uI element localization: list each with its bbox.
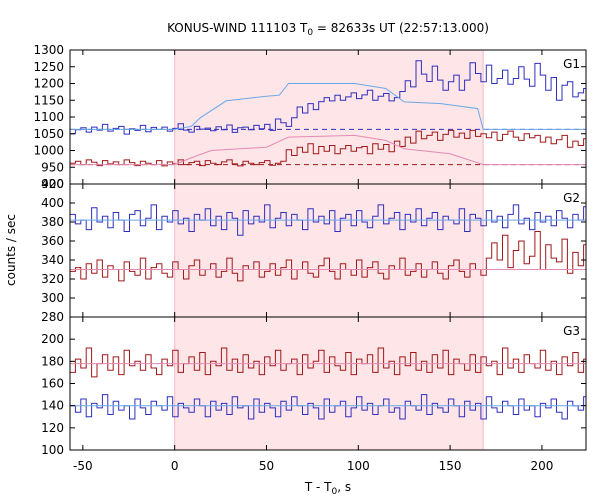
y-tick-label: 1150	[33, 93, 64, 107]
series-blue-histogram	[70, 204, 586, 236]
highlight-interval	[174, 317, 484, 450]
y-tick-label: 1000	[33, 144, 64, 158]
y-tick-label: 900	[41, 177, 64, 191]
x-tick-labels: -50 0 50 100 150 200	[73, 459, 553, 473]
panel-plot-area	[70, 347, 586, 420]
highlight-interval	[174, 184, 484, 317]
chart-title: KONUS-WIND 111103 T0 = 82633s UT (22:57:…	[167, 21, 489, 38]
y-tick-label: 100	[41, 443, 64, 457]
y-tick-label: 340	[41, 253, 64, 267]
x-tick-label: 150	[439, 459, 462, 473]
panel-plot-area	[70, 60, 586, 167]
y-tick-label: 1100	[33, 110, 64, 124]
series-red-histogram	[70, 231, 586, 282]
panel-g2: 280 300 320 340 360 380 400 420 G2	[41, 177, 587, 324]
y-axis-label: counts / sec	[4, 214, 18, 286]
y-tick-label: 180	[41, 354, 64, 368]
series-red-histogram	[70, 129, 586, 167]
panel-g3: 100 120 140 160 180 200 G3	[41, 316, 587, 457]
fit-curve-fit_red	[70, 134, 586, 166]
panel-plot-area	[70, 204, 586, 282]
y-tick-label: 160	[41, 377, 64, 391]
panel-label: G2	[563, 191, 580, 205]
y-tick-label: 360	[41, 234, 64, 248]
panel-label: G3	[563, 324, 580, 338]
y-tick-label: 280	[41, 310, 64, 324]
series-blue-histogram	[70, 60, 586, 135]
chart-panels: 9009501000105011001150120012501300G12803…	[33, 43, 587, 473]
y-tick-label: 300	[41, 291, 64, 305]
x-tick-label: 0	[171, 459, 179, 473]
y-tick-label: 420	[41, 177, 64, 191]
fit-curve-fit	[70, 83, 586, 130]
y-tick-label: 1200	[33, 77, 64, 91]
y-tick-label: 950	[41, 160, 64, 174]
y-tick-label: 400	[41, 196, 64, 210]
y-tick-label: 1300	[33, 43, 64, 57]
series-blue-histogram	[70, 394, 586, 420]
x-tick-label: 200	[530, 459, 553, 473]
y-tick-label: 1250	[33, 60, 64, 74]
x-tick-label: -50	[73, 459, 93, 473]
x-axis-label: T - T0, s	[304, 480, 351, 497]
y-tick-label: 120	[41, 421, 64, 435]
y-tick-label: 200	[41, 332, 64, 346]
panel-g1: 900 950 1000 1050 1100 1150 1200 1250 1300 G1	[33, 43, 587, 191]
x-tick-label: 100	[347, 459, 370, 473]
y-tick-label: 140	[41, 399, 64, 413]
y-tick-label: 1050	[33, 127, 64, 141]
y-tick-label: 380	[41, 215, 64, 229]
x-tick-label: 50	[259, 459, 274, 473]
panel-label: G1	[563, 57, 580, 71]
y-tick-label: 320	[41, 272, 64, 286]
